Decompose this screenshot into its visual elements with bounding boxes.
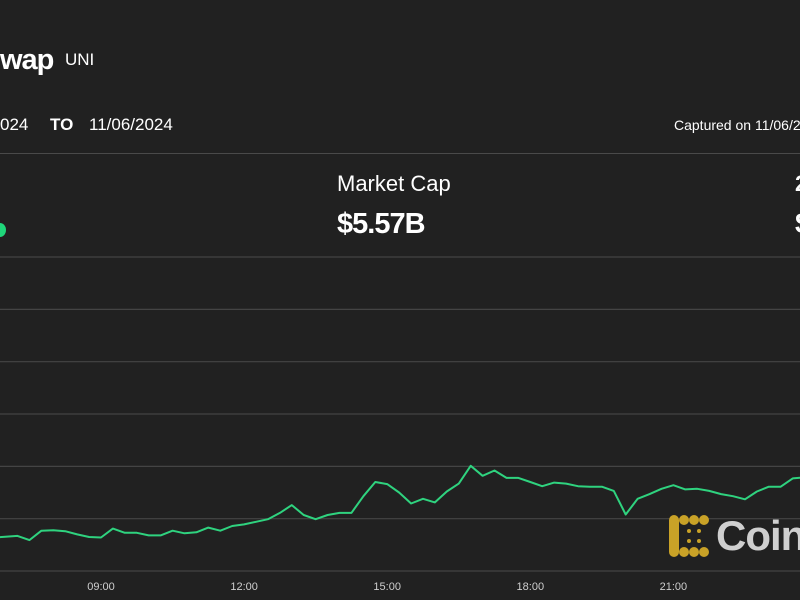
date-to: 11/06/2024 — [89, 115, 173, 134]
market-cap-label: Market Cap — [337, 171, 451, 196]
date-from: 024 — [0, 115, 29, 134]
asset-name: wap — [0, 44, 54, 76]
logo-text: Coin — [716, 512, 800, 559]
captured-on: Captured on 11/06/2 — [674, 117, 800, 133]
x-tick-label: 21:00 — [660, 581, 688, 593]
x-tick-label: 15:00 — [373, 581, 401, 593]
x-tick-label: 12:00 — [230, 581, 258, 593]
market-cap-value: $5.57B — [337, 208, 426, 240]
price-line — [0, 464, 800, 542]
coindesk-logo-icon — [669, 515, 709, 557]
divider — [0, 153, 800, 154]
stat-label-right: 2 — [795, 171, 800, 197]
change-up-indicator-icon — [0, 223, 6, 237]
asset-ticker: UNI — [65, 50, 95, 69]
x-tick-label: 09:00 — [87, 581, 115, 593]
stat-value-right: $ — [795, 208, 800, 241]
x-tick-label: 18:00 — [517, 581, 545, 593]
to-label: TO — [50, 115, 74, 134]
